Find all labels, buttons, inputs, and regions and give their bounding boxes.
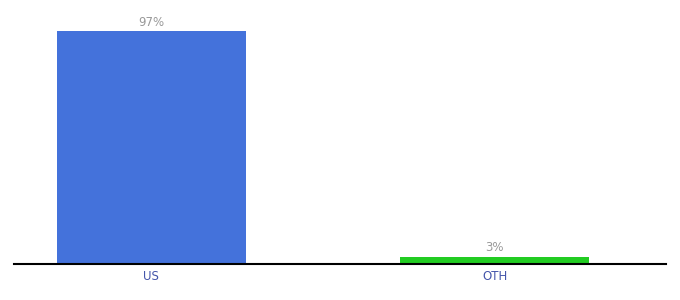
Bar <box>400 257 589 264</box>
Bar <box>56 31 245 264</box>
Text: 3%: 3% <box>486 242 504 254</box>
Text: 97%: 97% <box>138 16 164 29</box>
